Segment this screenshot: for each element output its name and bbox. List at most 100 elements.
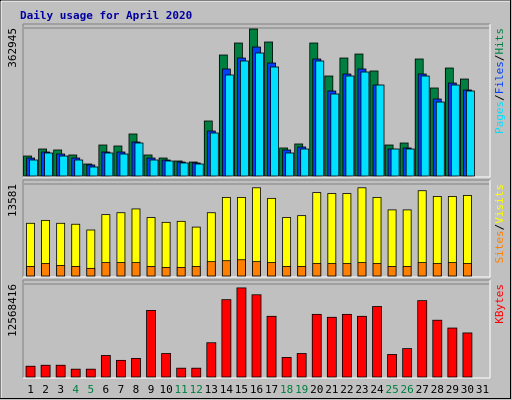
bar [447,327,458,378]
bar [206,342,217,378]
x-tick-label: 9 [148,383,155,396]
bar [85,368,96,378]
x-tick-label: 19 [295,383,308,396]
bar [101,262,111,277]
bar [326,316,337,378]
x-tick-label: 10 [159,383,172,396]
bar [149,159,159,177]
bar [450,84,460,177]
x-tick-label: 4 [72,383,79,396]
bar [164,160,174,177]
bar [209,132,219,177]
bar [116,262,126,277]
bar [463,263,472,277]
bar [86,267,96,277]
x-tick-label: 25 [385,383,398,396]
x-tick-label: 23 [355,383,368,396]
bar [405,148,415,177]
bar [179,162,189,177]
x-tick-label: 18 [280,383,293,396]
bar [447,262,457,277]
x-tick-label: 16 [250,383,263,396]
bar [300,148,310,177]
x-tick-label: 6 [103,383,110,396]
x-tick-label: 14 [220,383,234,396]
bar [270,66,279,177]
legend-entry: Visits [493,184,506,224]
legend-entry: Sites [493,230,506,263]
x-tick-label: 21 [325,383,338,396]
x-tick-label: 17 [265,383,278,396]
legend-separator: / [493,55,506,62]
bar [375,84,385,177]
bar [194,163,204,177]
legend-separator: / [493,94,506,101]
legend-separator: / [493,224,506,231]
bar [104,152,114,177]
bar [55,364,66,378]
bar [402,348,413,378]
y-tick-label: 362945 [6,28,19,68]
bar [224,74,234,177]
bar [176,367,187,378]
legend-entry: Hits [493,28,506,55]
bar [116,359,126,378]
bar [417,300,428,378]
bar [342,263,352,277]
bar [131,262,141,277]
bar [59,155,69,177]
legend-entry: Pages [493,101,506,134]
y-tick-label: 13581 [6,184,19,217]
bar [327,263,337,277]
bar [267,262,276,277]
legend: Pages/Files/Hits [493,28,506,134]
x-tick-label: 26 [401,383,414,396]
bar [71,266,81,277]
bar [146,266,156,277]
bar [44,152,53,177]
chart-title: Daily usage for April 2020 [20,9,192,22]
bar [252,261,261,277]
bar [40,364,51,378]
x-tick-label: 1 [27,383,34,396]
bar [146,310,156,378]
x-tick-label: 12 [190,383,203,396]
bar [134,142,144,177]
bar [176,266,186,277]
bar [297,266,307,277]
bar [466,90,475,177]
x-tick-label: 29 [446,383,459,396]
x-tick-label: 15 [235,383,248,396]
bar [100,355,111,378]
bar [345,75,355,177]
legend: Sites/Visits [493,184,506,264]
bar [25,365,36,378]
bar [240,60,249,177]
bar [221,299,232,378]
bar [237,259,246,277]
x-tick-label: 28 [431,383,444,396]
bar [236,287,247,378]
bar [191,266,201,277]
x-tick-label: 8 [133,383,140,396]
bar [89,166,99,177]
x-tick-label: 22 [340,383,353,396]
bar [357,315,367,378]
bar [56,265,66,277]
bar [281,357,292,378]
bar [390,148,400,177]
bar [432,319,443,378]
bar [357,262,367,277]
bar [285,152,295,177]
bar [191,367,202,378]
bar [315,60,325,177]
x-tick-label: 7 [118,383,125,396]
y-tick-label: 12568416 [6,284,19,337]
legend-entry: KBytes [493,284,506,324]
bar [372,263,382,277]
bar [221,260,231,277]
bar [387,354,397,378]
bar [29,159,38,177]
bar [282,266,292,277]
